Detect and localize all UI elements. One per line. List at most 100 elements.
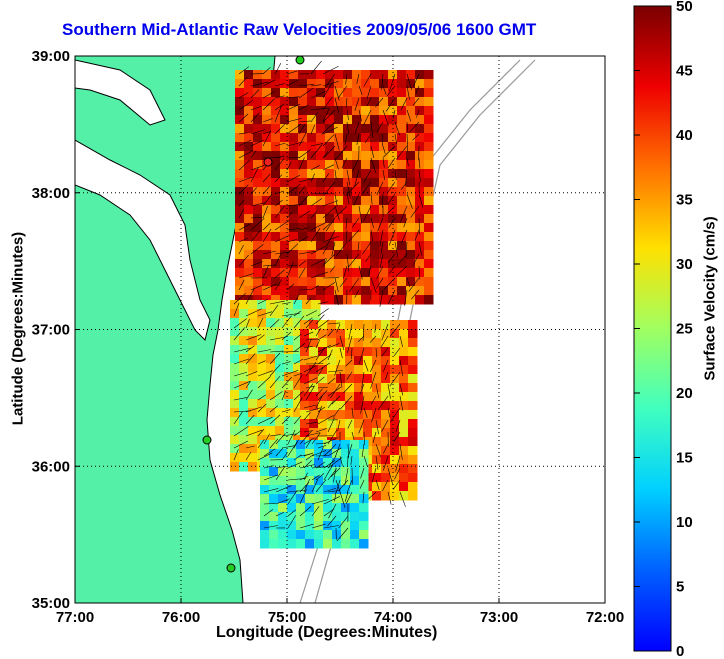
velocity-arrow xyxy=(387,181,396,193)
velocity-arrow xyxy=(329,265,336,273)
velocity-arrow xyxy=(336,323,341,333)
velocity-arrow xyxy=(305,454,314,461)
velocity-arrow xyxy=(298,132,307,147)
velocity-cell xyxy=(370,286,380,296)
velocity-arrow xyxy=(263,509,274,517)
velocity-arrow xyxy=(405,241,408,259)
velocity-arrow xyxy=(303,345,313,349)
velocity-cell xyxy=(325,241,335,251)
velocity-cell xyxy=(244,286,254,296)
velocity-cell xyxy=(253,277,263,287)
velocity-cell xyxy=(314,458,324,468)
velocity-cell xyxy=(390,383,400,393)
velocity-arrow xyxy=(340,277,348,287)
velocity-arrow xyxy=(250,89,260,99)
velocity-arrow xyxy=(334,169,337,180)
velocity-arrow xyxy=(382,479,389,491)
colorbar-tick-label: 35 xyxy=(676,192,693,209)
velocity-arrow xyxy=(412,133,420,141)
velocity-arrow xyxy=(346,121,350,135)
velocity-cell xyxy=(345,374,355,384)
velocity-cell xyxy=(300,419,310,429)
velocity-arrow xyxy=(310,60,322,75)
velocity-cell xyxy=(239,453,249,463)
velocity-arrow xyxy=(382,443,389,454)
velocity-cell xyxy=(307,205,317,215)
velocity-cell xyxy=(354,383,364,393)
velocity-arrow xyxy=(361,181,372,195)
velocity-cell xyxy=(244,151,254,161)
velocity-arrow xyxy=(376,277,384,289)
velocity-cell xyxy=(311,300,321,310)
velocity-arrow xyxy=(351,407,354,418)
velocity-cell xyxy=(318,410,328,420)
velocity-arrow xyxy=(305,432,321,437)
velocity-cell xyxy=(390,374,400,384)
velocity-cell xyxy=(341,503,351,513)
velocity-arrow xyxy=(406,85,410,100)
velocity-arrow xyxy=(389,371,401,387)
velocity-cell xyxy=(372,320,382,330)
velocity-cell xyxy=(399,347,409,357)
velocity-cell xyxy=(381,356,391,366)
velocity-cell xyxy=(372,329,382,339)
velocity-arrow xyxy=(305,385,315,389)
velocity-cell xyxy=(325,214,335,224)
velocity-cell xyxy=(334,133,344,143)
velocity-arrow xyxy=(263,448,276,457)
velocity-arrow xyxy=(382,145,386,154)
velocity-cell xyxy=(343,70,353,80)
velocity-cell xyxy=(372,347,382,357)
velocity-arrow xyxy=(238,76,248,87)
velocity-cell xyxy=(239,435,249,445)
velocity-arrow xyxy=(332,407,341,418)
velocity-cell xyxy=(350,503,360,513)
velocity-cell xyxy=(406,106,416,116)
velocity-cell xyxy=(408,455,418,465)
velocity-arrow xyxy=(418,217,420,235)
velocity-cell xyxy=(275,426,285,436)
colorbar-tick-label: 5 xyxy=(676,579,684,596)
velocity-arrow xyxy=(263,503,276,505)
velocity-arrow xyxy=(263,525,278,529)
velocity-cell xyxy=(343,205,353,215)
velocity-arrow xyxy=(233,302,240,317)
velocity-cell xyxy=(415,277,425,287)
velocity-cell xyxy=(334,232,344,242)
velocity-cell xyxy=(305,539,315,549)
velocity-arrow xyxy=(298,250,316,255)
velocity-arrow xyxy=(269,304,279,317)
velocity-cell xyxy=(381,383,391,393)
velocity-cell xyxy=(388,286,398,296)
velocity-cell xyxy=(381,428,391,438)
velocity-arrow xyxy=(375,443,381,457)
velocity-cell xyxy=(372,401,382,411)
velocity-arrow xyxy=(323,487,337,493)
velocity-cell xyxy=(341,521,351,531)
velocity-cell xyxy=(390,365,400,375)
velocity-cell xyxy=(390,437,400,447)
velocity-arrow xyxy=(323,253,336,265)
velocity-arrow xyxy=(406,157,409,167)
velocity-cell xyxy=(235,142,245,152)
velocity-arrow xyxy=(381,347,389,357)
velocity-cell xyxy=(316,142,326,152)
velocity-cell xyxy=(415,250,425,260)
velocity-cell xyxy=(350,440,360,450)
velocity-cell xyxy=(318,365,328,375)
radar-station xyxy=(295,56,305,65)
velocity-cell xyxy=(406,232,416,242)
velocity-cell xyxy=(363,329,373,339)
velocity-cell xyxy=(235,97,245,107)
velocity-cell xyxy=(390,401,400,411)
velocity-cell xyxy=(343,250,353,260)
velocity-cell xyxy=(323,485,333,495)
velocity-arrow xyxy=(311,466,328,469)
velocity-arrow xyxy=(303,377,318,385)
velocity-cell xyxy=(399,329,409,339)
velocity-cell xyxy=(370,124,380,134)
velocity-cell xyxy=(262,223,272,233)
velocity-cell xyxy=(323,458,333,468)
velocity-arrow xyxy=(322,235,340,243)
velocity-cell xyxy=(372,410,382,420)
